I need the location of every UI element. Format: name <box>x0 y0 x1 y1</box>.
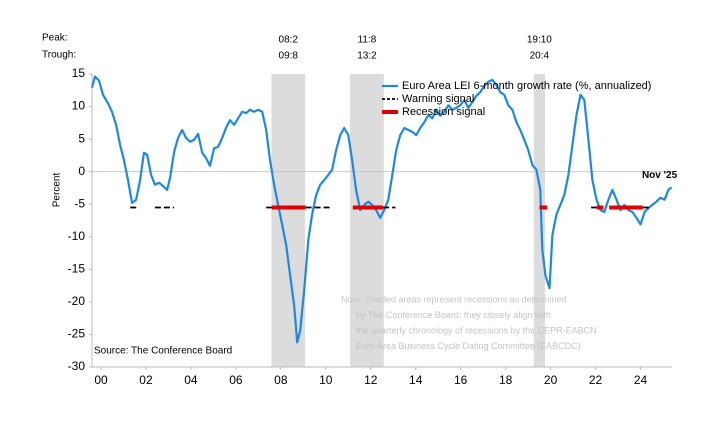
y-tick-label: 10 <box>72 99 86 113</box>
note-line: the quarterly chronology of recessions b… <box>356 325 597 335</box>
recession-band <box>271 74 306 367</box>
note-line: by The Conference Board; they closely al… <box>356 310 551 320</box>
x-tick-label: 00 <box>94 373 108 387</box>
x-tick-label: 02 <box>139 373 153 387</box>
note-line: Note: Shaded areas represent recessions … <box>341 294 567 304</box>
note-line: Euro Area Business Cycle Dating Committe… <box>356 341 583 351</box>
peak-date: 11:8 <box>358 35 377 46</box>
y-tick-label: -5 <box>74 196 85 210</box>
y-tick-label: -30 <box>68 359 86 373</box>
x-tick-label: 20 <box>544 373 558 387</box>
recession-band <box>350 74 384 367</box>
y-tick-label: -10 <box>68 229 86 243</box>
legend-label: Warning signal <box>402 93 474 105</box>
source: Source: The Conference Board <box>94 346 232 357</box>
x-tick-label: 18 <box>499 373 513 387</box>
series-line <box>90 75 673 344</box>
x-tick-label: 04 <box>184 373 198 387</box>
x-tick-label: 16 <box>454 373 468 387</box>
y-tick-label: -20 <box>68 294 86 308</box>
trough-date: 09:8 <box>279 51 299 62</box>
trough-date: 13:2 <box>357 51 377 62</box>
x-tick-label: 06 <box>229 373 243 387</box>
x-tick-label: 22 <box>589 373 603 387</box>
x-tick-label: 10 <box>319 373 333 387</box>
y-tick-label: -15 <box>68 262 86 276</box>
legend-label: Recession signal <box>402 106 485 118</box>
x-tick-label: 14 <box>409 373 423 387</box>
y-tick-label: -25 <box>68 327 86 341</box>
peak-date: 08:2 <box>279 35 299 46</box>
y-tick-label: 15 <box>72 66 86 80</box>
trough-label: Trough: <box>42 50 76 61</box>
y-tick-label: 0 <box>78 164 85 178</box>
x-tick-label: 12 <box>364 373 378 387</box>
y-tick-label: 5 <box>78 131 85 145</box>
y-axis-label: Percent <box>52 173 63 208</box>
x-tick-label: 24 <box>634 373 648 387</box>
annotation: Nov '25 <box>642 170 678 181</box>
recession-band <box>533 74 545 367</box>
x-tick-label: 08 <box>274 373 288 387</box>
peak-date: 19:10 <box>527 35 552 46</box>
peak-label: Peak: <box>42 33 68 44</box>
legend-label: Euro Area LEI 6-month growth rate (%, an… <box>402 80 651 92</box>
trough-date: 20:4 <box>530 51 550 62</box>
